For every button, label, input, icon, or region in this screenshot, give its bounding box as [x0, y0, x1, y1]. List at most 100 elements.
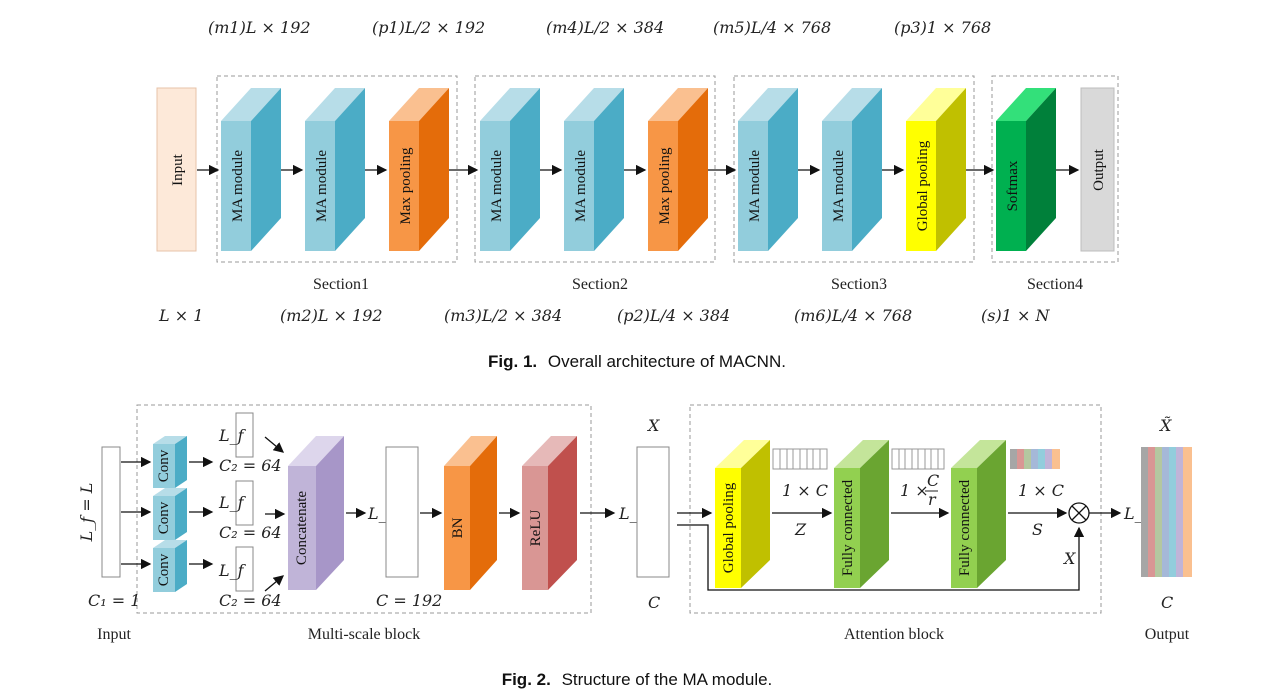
- ma-module-label: MA module: [314, 150, 330, 222]
- ma-module-label: MA module: [831, 150, 847, 222]
- fig1-bottom-dim: (m6)L/4 × 768: [794, 306, 912, 325]
- conv-label: Conv: [156, 449, 172, 482]
- fig2-caption: Fig. 2. Structure of the MA module.: [502, 670, 773, 689]
- relu-block: ReLU: [522, 436, 577, 590]
- feature-map-rect: [235, 546, 254, 592]
- fig2-output-label: Output: [1145, 626, 1190, 643]
- feature-map-rect: [235, 480, 254, 526]
- vector-s: [1010, 449, 1060, 469]
- fig1-caption-prefix: Fig. 1.: [488, 352, 537, 371]
- c2-label: C₂ = 64: [219, 591, 282, 610]
- z-label: Z: [794, 520, 807, 539]
- ma-module-block: MA module: [305, 88, 365, 251]
- fig2-caption-prefix: Fig. 2.: [502, 670, 551, 689]
- ma-module-label: MA module: [489, 150, 505, 222]
- fig2-input-label: Input: [97, 626, 131, 643]
- vector-z: [772, 448, 828, 470]
- lf-label: L_f: [218, 561, 247, 580]
- conv-block: Conv: [153, 540, 187, 592]
- fig1-top-dim: (m1)L × 192: [208, 18, 311, 37]
- softmax-block: Softmax: [996, 88, 1056, 251]
- fig2-diagram: L_f = L C₁ = 1 Conv Conv Conv: [77, 404, 1192, 689]
- fig1-output-label: Output: [1091, 148, 1107, 191]
- c-label: C: [1161, 593, 1173, 612]
- fig1-bottom-dim: (m3)L/2 × 384: [444, 306, 562, 325]
- one-c-label: 1 × C: [1018, 481, 1064, 500]
- ma-module-label: MA module: [747, 150, 763, 222]
- cr-denominator: r: [928, 490, 937, 509]
- concat-output-rect: [385, 446, 419, 578]
- fig1-top-dim: (m4)L/2 × 384: [546, 18, 664, 37]
- fig2-input-dim: L_f = L: [77, 483, 96, 543]
- global-pooling-block: Global pooling: [715, 440, 770, 588]
- ma-module-block: MA module: [822, 88, 882, 251]
- fig1-input-block: [156, 87, 197, 252]
- max-pooling-label: Max pooling: [657, 147, 673, 225]
- cr-numerator: C: [927, 471, 939, 490]
- one-c-label: 1 × C: [782, 481, 828, 500]
- ma-module-block: MA module: [480, 88, 540, 251]
- concatenate-block: Concatenate: [288, 436, 344, 590]
- section2-label: Section2: [572, 276, 628, 293]
- feature-map-rect: [235, 412, 254, 458]
- concatenate-label: Concatenate: [294, 491, 310, 565]
- max-pooling-label: Max pooling: [398, 147, 414, 225]
- ma-module-block: MA module: [738, 88, 798, 251]
- multiscale-box: [136, 404, 592, 614]
- relu-label: ReLU: [528, 510, 544, 547]
- section3-label: Section3: [831, 276, 887, 293]
- fig2-caption-text: Structure of the MA module.: [562, 670, 773, 689]
- fully-connected-label: Fully connected: [840, 479, 856, 576]
- bn-block: BN: [444, 436, 497, 590]
- multiscale-label: Multi-scale block: [308, 626, 420, 643]
- section1-label: Section1: [313, 276, 369, 293]
- fig1-input-label: Input: [170, 153, 186, 185]
- fig1-bottom-dim: (m2)L × 192: [280, 306, 383, 325]
- fig1-caption: Fig. 1. Overall architecture of MACNN.: [488, 352, 786, 371]
- fig1-diagram: (m1)L × 192 (p1)L/2 × 192 (m4)L/2 × 384 …: [156, 18, 1119, 371]
- fig1-output-block: [1080, 87, 1115, 252]
- global-pooling-label: Global pooling: [915, 140, 931, 231]
- c-label: C: [648, 593, 660, 612]
- c2-label: C₂ = 64: [219, 456, 282, 475]
- attention-box: [689, 404, 1102, 614]
- x-feature-rect: [636, 446, 670, 578]
- max-pooling-block: Max pooling: [389, 88, 449, 251]
- lf-label: L_f: [218, 493, 247, 512]
- ma-module-label: MA module: [573, 150, 589, 222]
- x-skip-label: X: [1062, 549, 1076, 568]
- fig1-caption-text: Overall architecture of MACNN.: [548, 352, 786, 371]
- c2-label: C₂ = 64: [219, 523, 282, 542]
- fully-connected-label: Fully connected: [957, 479, 973, 576]
- max-pooling-block: Max pooling: [648, 88, 708, 251]
- fig1-bottom-dim: L × 1: [158, 306, 203, 325]
- ma-module-block: MA module: [221, 88, 281, 251]
- section4-label: Section4: [1027, 276, 1083, 293]
- lf-label: L_f: [218, 426, 247, 445]
- x-label: X: [646, 416, 660, 435]
- vector-cr: [891, 448, 945, 470]
- output-feature-map: [1141, 447, 1192, 577]
- conv-block: Conv: [153, 436, 187, 488]
- s-label: S: [1032, 520, 1043, 539]
- fig2-c1: C₁ = 1: [88, 591, 140, 610]
- fig2-input-rect: [101, 446, 121, 578]
- xtilde-label: X̃: [1158, 416, 1172, 435]
- section4-box: [991, 75, 1119, 263]
- conv-block: Conv: [153, 488, 187, 540]
- fig1-top-dim: (p1)L/2 × 192: [372, 18, 485, 37]
- conv-label: Conv: [156, 553, 172, 586]
- fig1-bottom-dim: (p2)L/4 × 384: [617, 306, 730, 325]
- c192-label: C = 192: [376, 591, 442, 610]
- softmax-label: Softmax: [1005, 160, 1021, 211]
- global-pooling-block: Global pooling: [906, 88, 966, 251]
- fig1-top-dim: (m5)L/4 × 768: [713, 18, 831, 37]
- fig1-top-dim: (p3)1 × 768: [894, 18, 991, 37]
- ma-module-block: MA module: [564, 88, 624, 251]
- multiply-icon: [1068, 502, 1090, 524]
- global-pooling-label: Global pooling: [721, 482, 737, 573]
- attention-label: Attention block: [844, 626, 944, 643]
- bn-label: BN: [450, 517, 466, 538]
- fully-connected-block: Fully connected: [951, 440, 1006, 588]
